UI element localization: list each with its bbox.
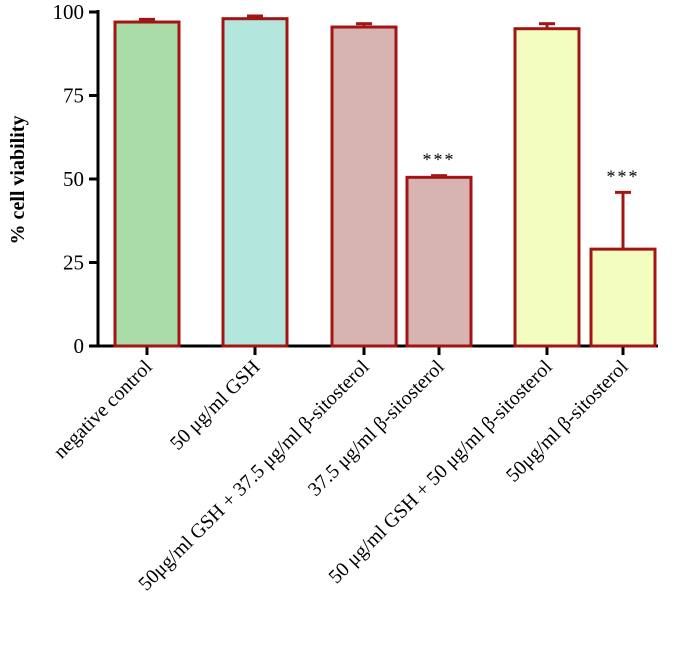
y-tick-label: 50 — [63, 167, 84, 191]
bar — [589, 247, 657, 348]
y-axis-title: % cell viability — [7, 116, 29, 245]
y-axis: 0 25 50 75 100 — [53, 0, 100, 358]
bar — [113, 20, 181, 348]
y-tick-label: 100 — [53, 0, 85, 24]
bar — [405, 175, 473, 348]
bar — [330, 25, 398, 348]
significance-label: *** — [423, 150, 456, 170]
y-tick-label: 75 — [63, 84, 84, 108]
y-tick-label: 25 — [63, 251, 84, 275]
significance-annotations: *** *** — [423, 150, 640, 187]
significance-label: *** — [607, 166, 640, 186]
x-tick-label: negative control — [49, 356, 156, 463]
y-tick-label: 0 — [74, 334, 85, 358]
bar — [513, 27, 581, 348]
bar — [221, 17, 289, 348]
x-tick-label: 50 μg/ml GSH — [166, 356, 265, 455]
bars-group — [113, 14, 657, 348]
